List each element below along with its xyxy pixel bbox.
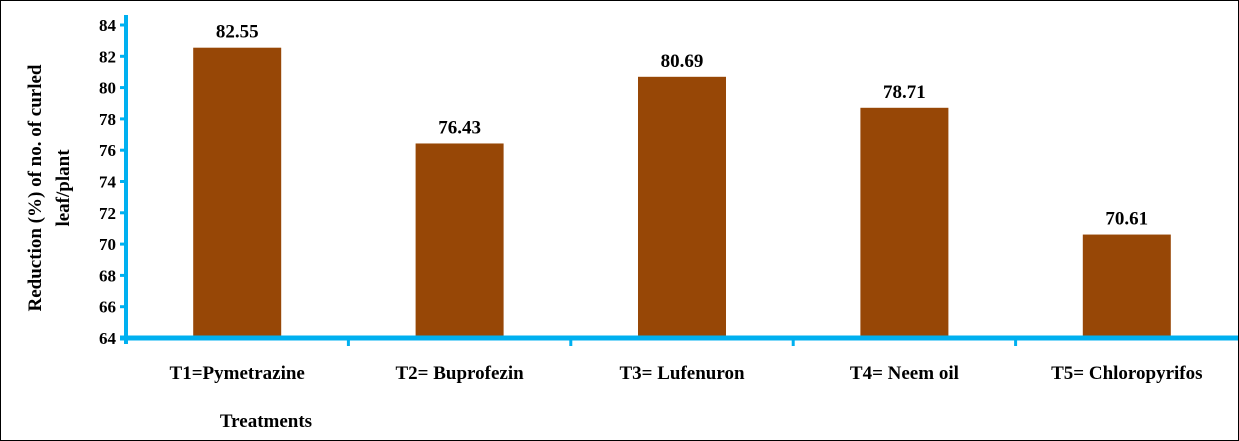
y-axis-title-line-1: Reduction (%) of no. of curled [25,64,46,311]
y-tick-label-9: 82 [99,47,116,66]
data-label-5: 70.61 [1105,209,1148,230]
category-label-2: T2= Buprofezin [396,363,525,384]
y-tick-label-5: 74 [99,173,117,192]
bar-2 [415,143,504,338]
y-tick-label-6: 76 [99,141,116,160]
data-label-3: 80.69 [661,51,704,72]
y-tick-label-0: 64 [99,329,117,348]
data-label-4: 78.71 [883,82,926,103]
labels-group: 82.55 T1=Pymetrazine 76.43 T2= Buprofezin 80… [170,22,1203,384]
y-ticks-group: 64 66 68 70 72 74 76 78 80 82 84 [99,16,126,348]
category-label-3: T3= Lufenuron [619,363,744,384]
data-label-1: 82.55 [216,22,259,43]
y-tick-label-1: 66 [99,298,116,317]
y-tick-label-2: 68 [99,266,116,285]
x-axis-title: Treatments [220,411,312,432]
category-label-5: T5= Chloropyrifos [1051,363,1202,384]
y-axis-title-line-2: leaf/plant [53,149,74,227]
bar-5 [1082,234,1171,338]
bar-3 [638,76,726,338]
y-tick-label-7: 78 [99,110,116,129]
axes-group [120,15,1238,346]
data-label-2: 76.43 [438,117,481,138]
y-tick-label-3: 70 [99,235,116,254]
category-label-4: T4= Neem oil [850,363,959,384]
y-tick-label-10: 84 [99,16,117,35]
bars-group [193,47,1171,338]
bar-4 [860,107,949,338]
y-tick-label-8: 80 [99,79,116,98]
y-tick-label-4: 72 [99,204,116,223]
bar-1 [193,47,282,338]
category-label-1: T1=Pymetrazine [170,363,305,384]
